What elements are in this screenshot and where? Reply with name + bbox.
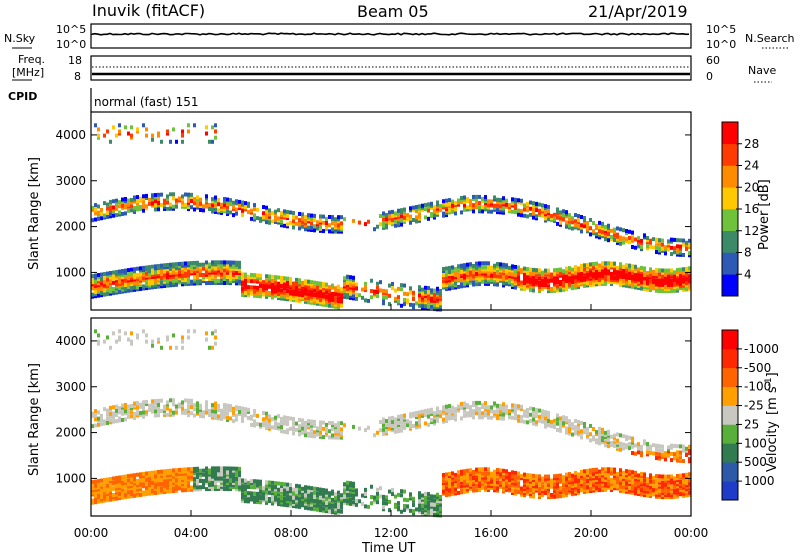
colorbar-swatch bbox=[722, 143, 738, 166]
velocity-unit-close: ] bbox=[765, 372, 780, 377]
colorbar-swatch bbox=[722, 348, 738, 369]
colorbar-swatch bbox=[722, 481, 738, 501]
x-tick-label: 20:00 bbox=[574, 526, 609, 540]
colorbar-swatch bbox=[722, 209, 738, 232]
colorbar-tick-label: 8 bbox=[744, 246, 752, 260]
colorbar-swatch bbox=[722, 165, 738, 188]
velocity-unit-text: [m s bbox=[765, 386, 780, 415]
x-tick-label: 12:00 bbox=[374, 526, 409, 540]
date-title: 21/Apr/2019 bbox=[588, 2, 688, 21]
x-tick-label: 16:00 bbox=[474, 526, 509, 540]
y-tick-label: 2000 bbox=[55, 426, 86, 440]
colorbar-tick-label: -1000 bbox=[744, 342, 779, 356]
velocity-ylabel: Slant Range [km] bbox=[27, 363, 42, 476]
freq-tick-bottom: 8 bbox=[74, 70, 81, 83]
y-tick-label: 4000 bbox=[55, 128, 86, 142]
y-tick-label: 3000 bbox=[55, 174, 86, 188]
colorbar-swatch bbox=[722, 424, 738, 444]
velocity-colorbar: 1000 500 100 25 -25 -100 -500 -1000 bbox=[721, 329, 779, 501]
nsky-series-line bbox=[91, 32, 690, 36]
colorbar-swatch bbox=[722, 367, 738, 387]
nave-tick-top: 60 bbox=[706, 54, 720, 67]
nsky-right-tick-top: 10^5 bbox=[706, 23, 736, 36]
velocity-colorbar-label: Velocity [m s-1] bbox=[764, 372, 780, 472]
colorbar-tick-label: 500 bbox=[744, 455, 767, 469]
y-tick-label: 1000 bbox=[55, 265, 86, 279]
colorbar-swatch bbox=[722, 443, 738, 463]
velocity-panel: 1000 2000 3000 4000 Slant Range [km] 1000 50… bbox=[27, 304, 780, 554]
y-tick-label: 1000 bbox=[55, 471, 86, 485]
colorbar-swatch bbox=[722, 386, 738, 406]
velocity-label-word: Velocity bbox=[765, 421, 780, 472]
colorbar-tick-label: 12 bbox=[744, 224, 759, 238]
power-data-cells bbox=[91, 123, 691, 312]
freq-tick-top: 18 bbox=[68, 54, 82, 67]
nsky-panel: N.Sky 10^5 10^0 10^5 10^0 N.Search bbox=[4, 23, 795, 51]
power-ylabel: Slant Range [km] bbox=[27, 157, 42, 270]
colorbar-swatch bbox=[722, 230, 738, 253]
power-colorbar-label: Power [dB] bbox=[757, 179, 772, 250]
colorbar-swatch bbox=[722, 330, 738, 350]
colorbar-tick-label: -100 bbox=[744, 380, 771, 394]
nsky-label: N.Sky bbox=[4, 32, 36, 45]
station-title: Inuvik (fitACF) bbox=[92, 1, 205, 20]
colorbar-tick-label: -25 bbox=[744, 399, 764, 413]
cpid-mode: normal (fast) 151 bbox=[94, 95, 198, 109]
x-tick-label: 04:00 bbox=[174, 526, 209, 540]
colorbar-tick-label: 4 bbox=[744, 267, 752, 281]
y-tick-label: 3000 bbox=[55, 380, 86, 394]
colorbar-swatch bbox=[722, 122, 738, 145]
colorbar-tick-label: 1000 bbox=[744, 474, 775, 488]
y-tick-label: 2000 bbox=[55, 220, 86, 234]
colorbar-tick-label: 28 bbox=[744, 137, 759, 151]
beam-title: Beam 05 bbox=[357, 2, 429, 21]
time-xlabel: Time UT bbox=[361, 541, 415, 554]
x-tick-label: 00:00 bbox=[674, 526, 709, 540]
nsearch-label: N.Search bbox=[745, 32, 795, 45]
nave-tick-bottom: 0 bbox=[706, 70, 713, 83]
x-tick-label: 08:00 bbox=[274, 526, 309, 540]
velocity-data-cells bbox=[91, 329, 691, 518]
velocity-unit-sup: -1 bbox=[764, 377, 774, 386]
cpid-panel: CPID normal (fast) 151 bbox=[8, 88, 198, 112]
cpid-label: CPID bbox=[8, 90, 37, 103]
colorbar-swatch bbox=[722, 187, 738, 210]
nsky-tick-top: 10^5 bbox=[56, 23, 86, 36]
colorbar-swatch bbox=[722, 462, 738, 482]
colorbar-tick-label: 24 bbox=[744, 159, 759, 173]
velocity-y-ticks: 1000 2000 3000 4000 bbox=[55, 334, 691, 485]
power-y-ticks: 1000 2000 3000 4000 bbox=[55, 128, 691, 279]
colorbar-swatch bbox=[722, 274, 738, 297]
x-tick-label: 00:00 bbox=[74, 526, 109, 540]
colorbar-tick-label: -500 bbox=[744, 361, 771, 375]
freq-label-line1: Freq. bbox=[18, 53, 45, 66]
y-tick-label: 4000 bbox=[55, 334, 86, 348]
freq-label-line2: [MHz] bbox=[12, 66, 44, 79]
colorbar-tick-label: 100 bbox=[744, 436, 767, 450]
colorbar-tick-label: 25 bbox=[744, 417, 759, 431]
freq-panel: Freq. [MHz] 18 8 60 0 Nave bbox=[12, 53, 776, 83]
colorbar-tick-label: 20 bbox=[744, 180, 759, 194]
colorbar-swatch bbox=[722, 405, 738, 425]
colorbar-swatch bbox=[722, 252, 738, 275]
colorbar-tick-label: 16 bbox=[744, 202, 759, 216]
time-x-ticks: 00:00 04:00 08:00 12:00 16:00 20:00 00:00 bbox=[74, 304, 709, 540]
nsky-tick-bottom: 10^0 bbox=[56, 38, 86, 51]
nsky-right-tick-bottom: 10^0 bbox=[706, 38, 736, 51]
power-colorbar: 4 8 12 16 20 24 28 bbox=[721, 121, 759, 297]
nave-label: Nave bbox=[748, 64, 776, 77]
power-panel: 1000 2000 3000 4000 Slant Range [km] 4 8 12 16… bbox=[27, 111, 772, 312]
